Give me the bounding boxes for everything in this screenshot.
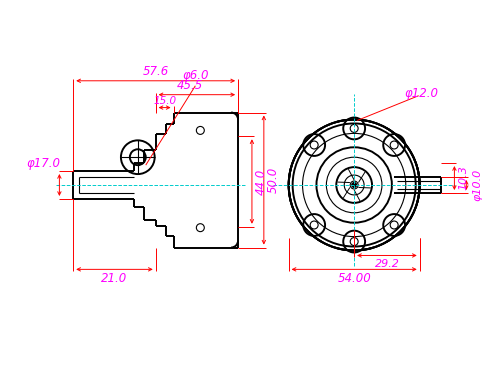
Text: 57.6: 57.6 (143, 65, 169, 78)
Text: φ10.0: φ10.0 (472, 169, 482, 201)
Text: φ6.0: φ6.0 (182, 69, 208, 83)
Text: 21.0: 21.0 (101, 272, 127, 285)
Text: 29.2: 29.2 (375, 259, 399, 269)
Text: 50.0: 50.0 (266, 167, 279, 193)
Circle shape (352, 183, 356, 187)
Text: φ12.0: φ12.0 (405, 87, 439, 100)
Text: 10.3: 10.3 (458, 166, 468, 191)
Text: 15.0: 15.0 (153, 95, 176, 106)
Text: φ17.0: φ17.0 (26, 157, 60, 170)
Text: 45.5: 45.5 (177, 79, 204, 92)
Text: 54.00: 54.00 (337, 272, 371, 285)
Text: 44.0: 44.0 (254, 169, 267, 195)
